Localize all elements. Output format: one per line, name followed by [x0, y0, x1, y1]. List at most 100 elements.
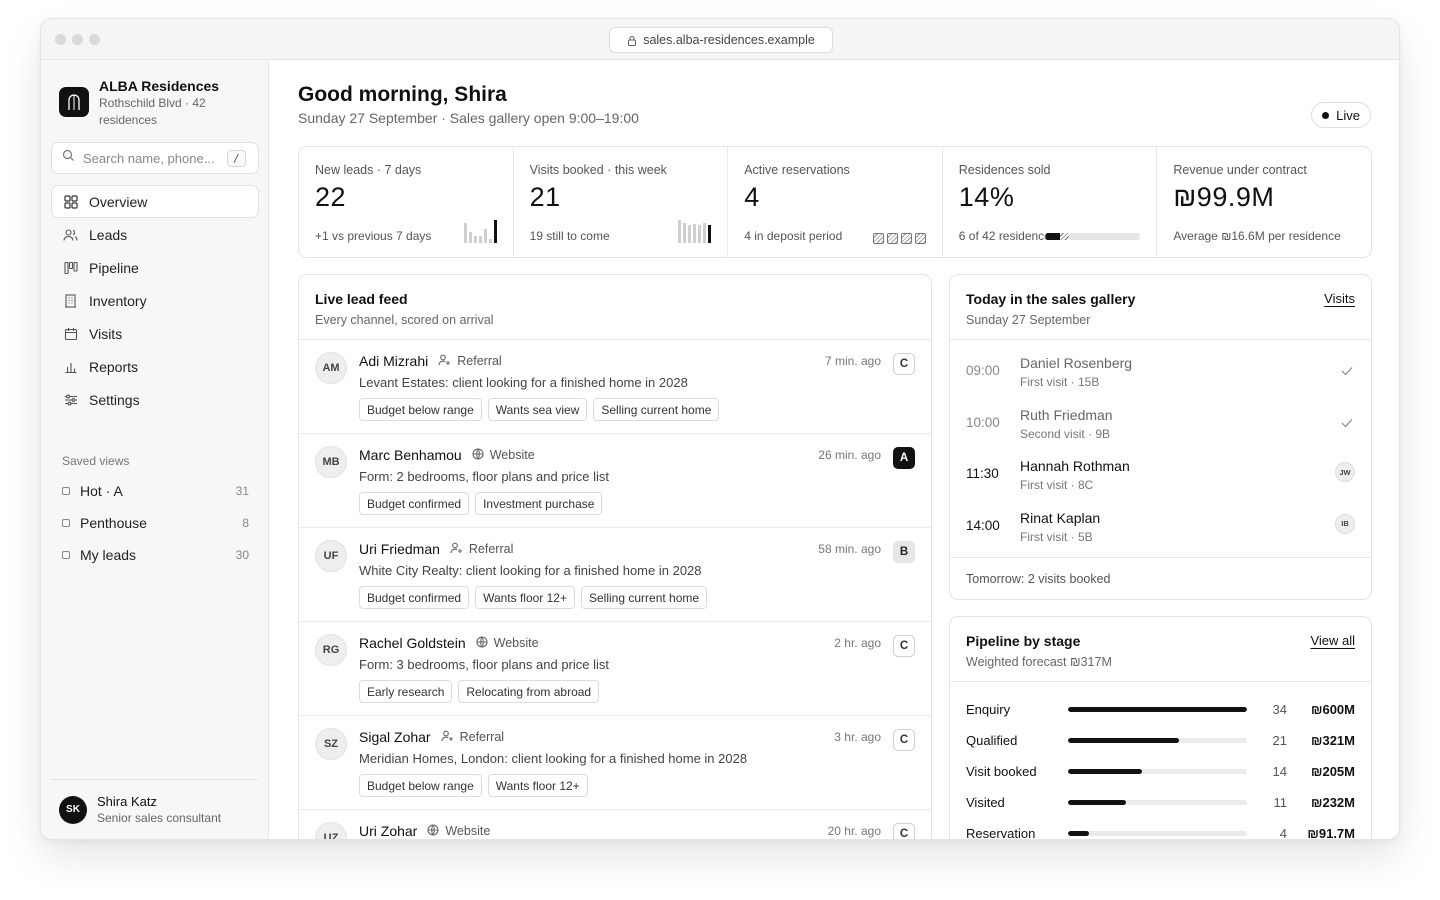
main-nav: Overview Leads Pipeline Inventory Visits Repo… [51, 185, 259, 416]
lead-grade-badge[interactable]: C [893, 729, 915, 751]
stage-count: 34 [1272, 702, 1287, 717]
visit-row[interactable]: 10:00 Ruth Friedman Second visit · 9B [950, 397, 1371, 449]
sidebar-item-leads[interactable]: Leads [51, 218, 259, 251]
stage-value: ₪321M [1310, 733, 1355, 748]
lead-name[interactable]: Uri Zohar [359, 823, 418, 839]
lock-icon [627, 35, 637, 46]
lead-tags: Budget below range Wants sea view Selling … [359, 398, 720, 421]
lead-tag[interactable]: Budget confirmed [359, 492, 470, 515]
lead-time: 7 min. ago [824, 354, 881, 368]
visit-row[interactable]: 14:00 Rinat Kaplan First visit · 5B IB [950, 500, 1371, 552]
lead-name[interactable]: Uri Friedman [359, 541, 440, 557]
avatar: UZ [315, 822, 347, 839]
lead-grade-badge[interactable]: A [893, 447, 915, 469]
saved-view-count: 31 [235, 484, 249, 498]
pipeline-stage-row[interactable]: Visit booked 14 ₪205M [950, 758, 1371, 789]
sidebar-item-label: Reports [89, 358, 139, 375]
page-title: Good morning, Shira [298, 83, 507, 106]
visits-link[interactable]: Visits [1324, 291, 1355, 306]
live-label: Live [1336, 107, 1360, 123]
lead-tag[interactable]: Budget confirmed [359, 586, 470, 609]
address-bar[interactable]: sales.alba-residences.example [609, 27, 833, 53]
lead-tag[interactable]: Selling current home [581, 586, 708, 609]
spark-bar [463, 223, 467, 243]
visit-row[interactable]: 09:00 Daniel Rosenberg First visit · 15B [950, 345, 1371, 397]
kanban-icon [63, 260, 78, 275]
close-dot-icon[interactable] [55, 34, 66, 45]
sidebar-item-label: Overview [89, 193, 148, 210]
sidebar-item-inventory[interactable]: Inventory [51, 284, 259, 317]
lead-grade-badge[interactable]: C [893, 353, 915, 375]
saved-view-item[interactable]: Hot · A 31 [51, 475, 259, 507]
sidebar-item-reports[interactable]: Reports [51, 350, 259, 383]
lead-name[interactable]: Sigal Zohar [359, 729, 431, 745]
building-icon [63, 293, 78, 308]
lead-tags: Budget below range Wants floor 12+ [359, 774, 588, 797]
kpi-card[interactable]: Active reservations 4 4 in deposit period [728, 147, 943, 257]
minimize-dot-icon[interactable] [72, 34, 83, 45]
lead-grade-badge[interactable]: C [893, 635, 915, 657]
saved-view-item[interactable]: My leads 30 [51, 539, 259, 571]
lead-tags: Early research Relocating from abroad [359, 680, 600, 703]
lead-tag[interactable]: Wants floor 12+ [487, 774, 588, 797]
url-text: sales.alba-residences.example [643, 33, 815, 47]
lead-row[interactable]: AM Adi Mizrahi Referral 7 min. ago C Levant E… [299, 340, 931, 434]
sidebar-item-label: Inventory [89, 292, 147, 309]
lead-row[interactable]: SZ Sigal Zohar Referral 3 hr. ago C Meridian … [299, 716, 931, 810]
lead-tag[interactable]: Early research [359, 680, 453, 703]
lead-name[interactable]: Rachel Goldstein [359, 635, 466, 651]
spark-bar [698, 225, 702, 243]
kpi-card[interactable]: Revenue under contract ₪99.9M Average ₪16.… [1157, 147, 1371, 257]
stage-count: 14 [1272, 764, 1287, 779]
lead-tag[interactable]: Relocating from abroad [458, 680, 600, 703]
lead-tag[interactable]: Selling current home [593, 398, 720, 421]
kpi-card[interactable]: Residences sold 14% 6 of 42 residences [943, 147, 1158, 257]
kpi-card[interactable]: New leads · 7 days 22 +1 vs previous 7 day… [299, 147, 514, 257]
pipeline-stage-row[interactable]: Enquiry 34 ₪600M [950, 696, 1371, 727]
stage-bar [1068, 800, 1247, 805]
search-input[interactable] [83, 150, 219, 166]
lead-name[interactable]: Adi Mizrahi [359, 353, 429, 369]
lead-tag[interactable]: Budget below range [359, 398, 482, 421]
lead-tag[interactable]: Wants sea view [487, 398, 588, 421]
avatar: SZ [315, 728, 347, 760]
lead-row[interactable]: UF Uri Friedman Referral 58 min. ago B White … [299, 528, 931, 622]
avatar: RG [315, 634, 347, 666]
globe-icon [476, 635, 488, 651]
lead-name[interactable]: Marc Benhamou [359, 447, 462, 463]
lead-tag[interactable]: Investment purchase [475, 492, 603, 515]
avatar: AM [315, 352, 347, 384]
lead-row[interactable]: RG Rachel Goldstein Website 2 hr. ago C Form:… [299, 622, 931, 716]
stage-bar-fill [1068, 707, 1247, 712]
maximize-dot-icon[interactable] [89, 34, 100, 45]
pipeline-stage-row[interactable]: Reservation 4 ₪91.7M [950, 820, 1371, 839]
spark-bar [493, 220, 497, 243]
lead-description: Form: 3 bedrooms, floor plans and price … [359, 657, 609, 672]
visit-name: Hannah Rothman [1020, 458, 1130, 474]
lead-tag[interactable]: Budget below range [359, 774, 482, 797]
saved-view-count: 30 [235, 548, 249, 562]
sidebar-item-pipeline[interactable]: Pipeline [51, 251, 259, 284]
sidebar-item-visits[interactable]: Visits [51, 317, 259, 350]
lead-row[interactable]: MB Marc Benhamou Website 26 min. ago A Form: … [299, 434, 931, 528]
saved-view-item[interactable]: Penthouse 8 [51, 507, 259, 539]
lead-source: Referral [450, 542, 513, 557]
lead-tag[interactable]: Wants floor 12+ [475, 586, 575, 609]
live-lead-feed: Live lead feed Every channel, scored on … [298, 274, 932, 839]
kpi-card[interactable]: Visits booked · this week 21 19 still to c… [514, 147, 729, 257]
view-all-link[interactable]: View all [1310, 633, 1355, 648]
brand[interactable]: ALBA Residences Rothschild Blvd · 42 res… [59, 77, 219, 129]
lead-grade-badge[interactable]: C [893, 823, 915, 839]
pipeline-stage-row[interactable]: Qualified 21 ₪321M [950, 727, 1371, 758]
visit-row[interactable]: 11:30 Hannah Rothman First visit · 8C JW [950, 448, 1371, 500]
sidebar-item-settings[interactable]: Settings [51, 383, 259, 416]
lead-grade-badge[interactable]: B [893, 541, 915, 563]
search-box[interactable]: / [51, 142, 259, 174]
user-profile[interactable]: SK Shira Katz Senior sales consultant [51, 779, 258, 839]
lead-row[interactable]: UZ Uri Zohar Website 20 hr. ago C [299, 810, 931, 839]
kpi-label: Active reservations [744, 163, 850, 177]
sidebar-item-overview[interactable]: Overview [51, 185, 259, 218]
live-status-badge[interactable]: Live [1311, 102, 1371, 128]
gallery-footer: Tomorrow: 2 visits booked [950, 557, 1371, 599]
pipeline-stage-row[interactable]: Visited 11 ₪232M [950, 789, 1371, 820]
